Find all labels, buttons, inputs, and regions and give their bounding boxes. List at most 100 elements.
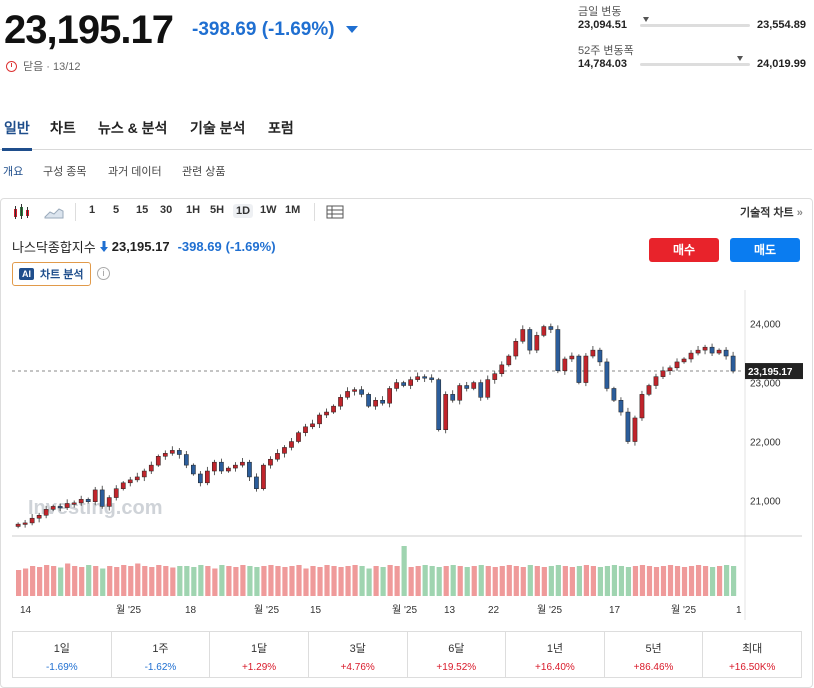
performance-value: -1.62% — [144, 662, 177, 673]
performance-cell[interactable]: 1년 +16.40% — [506, 632, 605, 677]
candle-body — [289, 441, 294, 448]
volume-bar — [310, 566, 316, 596]
subtab-related[interactable]: 관련 상품 — [182, 166, 226, 178]
candle-body — [373, 400, 378, 407]
candle-body — [275, 453, 280, 460]
subtab-historical[interactable]: 과거 데이터 — [108, 166, 162, 178]
data-table-icon[interactable] — [326, 205, 344, 219]
area-type-icon[interactable] — [44, 205, 64, 219]
volume-bar — [667, 565, 674, 596]
candle-body — [674, 361, 680, 369]
performance-cell[interactable]: 5년 +86.46% — [605, 632, 704, 677]
candle-body — [15, 523, 21, 527]
volume-bar — [492, 567, 498, 596]
interval-1[interactable]: 1 — [89, 204, 96, 216]
candle-body — [183, 454, 189, 466]
interval-15[interactable]: 15 — [136, 204, 149, 216]
volume-bar — [695, 565, 702, 596]
volume-bar — [569, 567, 575, 596]
price-change-value: -398.69 — [192, 19, 257, 40]
volume-bar — [660, 566, 667, 596]
performance-strip: 1일 -1.69% 1주 -1.62% 1달 +1.29% 3달 +4.76% 6달 +19.52… — [12, 631, 802, 678]
candle-body — [296, 432, 301, 442]
performance-value: +16.50K% — [728, 662, 776, 673]
volume-bar — [254, 567, 260, 596]
tab-forum[interactable]: 포럼 — [268, 120, 294, 136]
y-tick-label: 21,000 — [750, 497, 781, 508]
candle-body — [99, 489, 105, 507]
interval-5h[interactable]: 5H — [210, 204, 225, 216]
week52-range-high: 24,019.99 — [757, 58, 806, 70]
volume-bar — [324, 565, 330, 596]
candle-body — [590, 349, 596, 357]
volume-bar — [429, 566, 435, 596]
volume-bar — [443, 566, 449, 596]
volume-bar — [135, 563, 141, 596]
buy-button[interactable]: 매수 — [649, 238, 719, 262]
candle-body — [226, 467, 231, 472]
volume-bar — [170, 567, 176, 596]
sell-button[interactable]: 매도 — [730, 238, 800, 262]
candle-body — [106, 497, 112, 507]
technical-chart-link[interactable]: 기술적 차트 » — [740, 204, 803, 220]
performance-cell[interactable]: 6달 +19.52% — [408, 632, 507, 677]
candle-body — [611, 388, 617, 401]
price-chart[interactable]: 24,000 23,000 22,000 21,000 Investing.com 23,… — [0, 290, 812, 620]
candle-body — [169, 450, 175, 454]
tab-chart[interactable]: 차트 — [50, 120, 76, 136]
candle-body — [555, 329, 561, 372]
volume-bar — [128, 566, 134, 596]
candle-body — [310, 423, 315, 428]
volume-bar — [359, 566, 365, 596]
candle-body — [29, 517, 35, 524]
volume-bar — [618, 566, 625, 596]
ai-chart-analysis-button[interactable]: AI 차트 분석 — [12, 262, 91, 286]
interval-5[interactable]: 5 — [113, 204, 120, 216]
volume-bar — [366, 568, 372, 596]
subtab-components[interactable]: 구성 종목 — [43, 166, 87, 178]
candle-body — [632, 417, 638, 442]
volume-bar — [597, 567, 604, 596]
y-tick-label: 23,000 — [750, 379, 781, 390]
performance-cell[interactable]: 1일 -1.69% — [13, 632, 112, 677]
day-range-bar — [640, 24, 750, 27]
info-icon[interactable]: i — [97, 267, 110, 280]
interval-1m[interactable]: 1M — [285, 204, 301, 216]
interval-1d[interactable]: 1D — [233, 204, 254, 218]
candle-body — [436, 379, 442, 430]
candle-body — [408, 379, 413, 386]
candle-body — [198, 473, 203, 484]
toolbar-divider — [314, 203, 315, 221]
tab-news-analysis[interactable]: 뉴스 & 분석 — [98, 120, 168, 136]
performance-cell[interactable]: 최대 +16.50K% — [703, 632, 801, 677]
volume-bar — [58, 567, 64, 596]
candle-body — [317, 414, 322, 425]
candle-body — [653, 376, 659, 386]
toolbar-divider — [75, 203, 76, 221]
performance-value: +4.76% — [340, 662, 375, 673]
performance-cell[interactable]: 1달 +1.29% — [210, 632, 309, 677]
candlestick-type-icon[interactable] — [12, 203, 32, 221]
price-change: -398.69 (-1.69%) — [192, 19, 358, 41]
volume-bar — [51, 566, 57, 596]
performance-cell[interactable]: 1주 -1.62% — [112, 632, 211, 677]
tab-general[interactable]: 일반 — [2, 120, 32, 151]
interval-30[interactable]: 30 — [160, 204, 173, 216]
volume-bar — [702, 566, 709, 596]
performance-cell[interactable]: 3달 +4.76% — [309, 632, 408, 677]
candle-body — [127, 479, 133, 484]
candle-body — [205, 470, 210, 484]
volume-bar — [716, 566, 723, 596]
volume-bar — [219, 565, 225, 596]
candle-body — [604, 361, 610, 389]
subtab-overview[interactable]: 개요 — [3, 166, 24, 178]
volume-bar — [44, 565, 50, 596]
volume-bar — [709, 567, 716, 596]
tab-technical[interactable]: 기술 분석 — [190, 120, 246, 136]
main-tabs: 일반 차트 뉴스 & 분석 기술 분석 포럼 — [0, 112, 812, 151]
volume-bar — [247, 566, 253, 596]
candle-body — [176, 450, 182, 455]
volume-bar — [268, 565, 274, 596]
interval-1h[interactable]: 1H — [186, 204, 201, 216]
interval-1w[interactable]: 1W — [260, 204, 277, 216]
